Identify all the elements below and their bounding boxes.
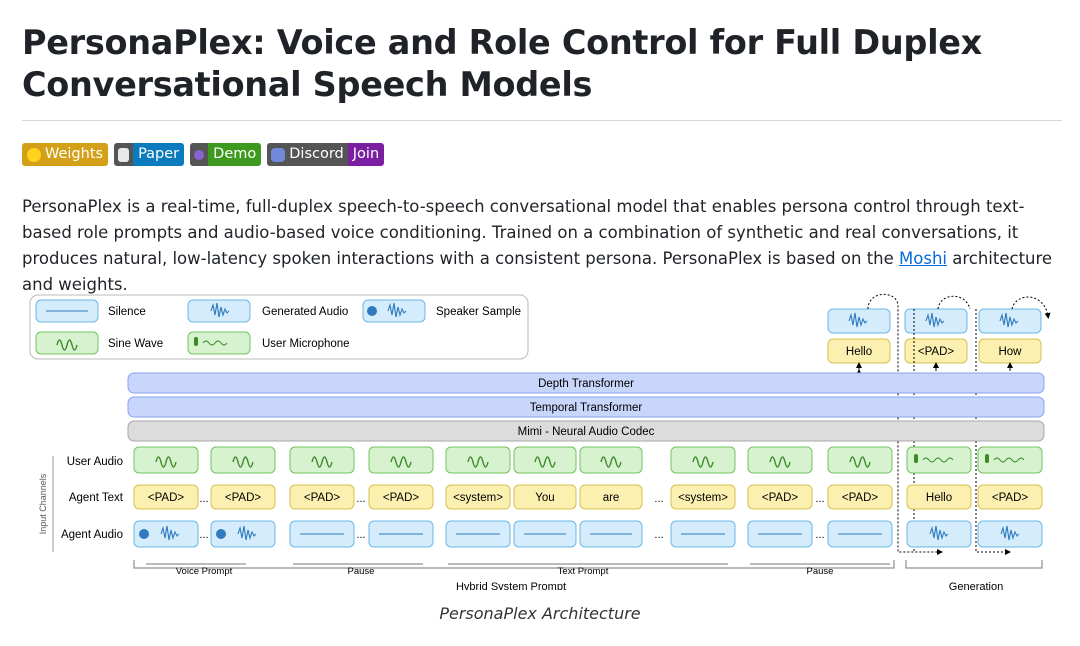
output-token-3: How bbox=[998, 346, 1022, 358]
demo-icon bbox=[194, 149, 205, 160]
ellipsis: ... bbox=[199, 529, 208, 541]
legend: Silence Sine Wave Generated Audio User M… bbox=[29, 294, 529, 360]
badge-row: Weights Paper Demo Discord Join bbox=[22, 143, 385, 166]
agent-text-token: Hello bbox=[926, 492, 952, 504]
paper-badge[interactable]: Paper bbox=[114, 143, 185, 166]
ellipsis: ... bbox=[199, 493, 208, 505]
ellipsis: ... bbox=[815, 493, 824, 505]
demo-badge[interactable]: Demo bbox=[190, 143, 262, 166]
moshi-link[interactable]: Moshi bbox=[899, 249, 947, 268]
segment-pause-2: Pause bbox=[807, 566, 834, 577]
page-title: PersonaPlex: Voice and Role Control for … bbox=[22, 23, 982, 104]
legend-speaker-sample: Speaker Sample bbox=[436, 306, 521, 318]
row-user-audio-label: User Audio bbox=[67, 456, 123, 468]
ellipsis: ... bbox=[356, 529, 365, 541]
segment-brackets bbox=[133, 560, 1043, 569]
hybrid-system-prompt-label: Hybrid System Prompt bbox=[456, 581, 566, 590]
agent-text-token: You bbox=[535, 492, 554, 504]
legend-generated-audio: Generated Audio bbox=[262, 306, 348, 318]
agent-audio-row: ... ... ... ... bbox=[133, 520, 1043, 548]
agent-text-token: are bbox=[603, 492, 620, 504]
hugging-face-icon bbox=[27, 147, 41, 162]
input-channels-label: Input Channels bbox=[38, 473, 48, 534]
segment-pause-1: Pause bbox=[348, 566, 375, 577]
architecture-diagram: Silence Sine Wave Generated Audio User M… bbox=[29, 293, 1051, 590]
temporal-transformer-label: Temporal Transformer bbox=[530, 402, 643, 414]
depth-transformer-label: Depth Transformer bbox=[538, 378, 634, 390]
intro-text: PersonaPlex is a real-time, full-duplex … bbox=[22, 197, 1025, 268]
demo-badge-label: Demo bbox=[208, 143, 262, 166]
weights-badge[interactable]: Weights bbox=[22, 143, 109, 166]
weights-badge-label: Weights bbox=[45, 146, 104, 162]
agent-text-token: <PAD> bbox=[225, 492, 262, 504]
agent-text-token: <PAD> bbox=[148, 492, 185, 504]
agent-text-token: <PAD> bbox=[762, 492, 799, 504]
discord-badge[interactable]: Discord Join bbox=[267, 143, 385, 166]
output-token-1: Hello bbox=[846, 346, 872, 358]
mimi-codec-label: Mimi - Neural Audio Codec bbox=[518, 426, 655, 438]
discord-badge-label: Discord bbox=[289, 146, 344, 162]
discord-badge-value: Join bbox=[347, 143, 385, 166]
row-agent-text-label: Agent Text bbox=[69, 492, 124, 504]
model-layers: Depth Transformer Temporal Transformer M… bbox=[127, 372, 1045, 442]
agent-text-token: <PAD> bbox=[992, 492, 1029, 504]
generated-audio-row bbox=[827, 308, 1042, 334]
agent-text-token: <PAD> bbox=[383, 492, 420, 504]
legend-user-microphone: User Microphone bbox=[262, 338, 350, 350]
agent-text-token: <PAD> bbox=[842, 492, 879, 504]
title-divider bbox=[22, 120, 1062, 121]
ellipsis: ... bbox=[356, 493, 365, 505]
intro-paragraph: PersonaPlex is a real-time, full-duplex … bbox=[22, 194, 1062, 298]
ellipsis: ... bbox=[654, 529, 663, 541]
agent-text-token: <system> bbox=[453, 492, 503, 504]
agent-text-token: <system> bbox=[678, 492, 728, 504]
agent-text-row: <PAD> ... <PAD> <PAD> ... <PAD> <system>… bbox=[133, 484, 1043, 510]
intro-text-end: architecture and weights. bbox=[22, 249, 1053, 294]
legend-sine-wave: Sine Wave bbox=[108, 338, 163, 350]
legend-silence: Silence bbox=[108, 306, 146, 318]
segment-text-prompt: Text Prompt bbox=[558, 566, 609, 577]
ellipsis: ... bbox=[654, 493, 663, 505]
discord-icon bbox=[271, 147, 286, 162]
segment-voice-prompt: Voice Prompt bbox=[176, 566, 233, 577]
agent-text-token: <PAD> bbox=[304, 492, 341, 504]
document-icon bbox=[118, 147, 130, 162]
figure-caption: PersonaPlex Architecture bbox=[439, 604, 641, 623]
output-token-2: <PAD> bbox=[918, 346, 955, 358]
ellipsis: ... bbox=[815, 529, 824, 541]
row-agent-audio-label: Agent Audio bbox=[61, 529, 123, 541]
paper-badge-label: Paper bbox=[133, 143, 185, 166]
generation-label: Generation bbox=[949, 581, 1003, 590]
user-audio-row bbox=[133, 446, 1043, 474]
